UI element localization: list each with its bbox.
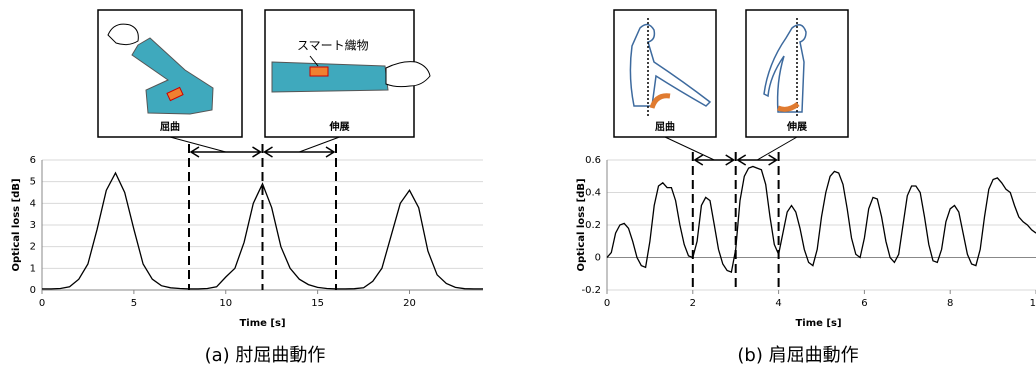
connector [757, 137, 797, 160]
y-tick-label: 0.6 [585, 155, 601, 166]
x-tick-label: 2 [690, 298, 696, 309]
x-tick-label: 10 [219, 298, 232, 309]
inset-label: 伸展 [786, 120, 807, 133]
x-tick-label: 5 [131, 298, 137, 309]
figure: 012345605101520Time [s]Optical loss [dB]… [0, 0, 1036, 378]
inset-illustrations-b [614, 10, 848, 137]
x-tick-label: 10 [1030, 298, 1036, 309]
y-tick-label: 5 [30, 177, 36, 188]
x-tick-label: 0 [604, 298, 610, 309]
x-tick-label: 4 [775, 298, 781, 309]
y-tick-label: 0.2 [585, 220, 601, 231]
inset-annotation: スマート織物 [297, 39, 369, 53]
y-tick-label: 0 [30, 285, 36, 296]
y-tick-label: 1 [30, 263, 36, 274]
y-tick-label: 4 [30, 198, 36, 209]
x-axis-label: Time [s] [795, 318, 841, 329]
y-tick-label: 6 [30, 155, 36, 166]
connector [170, 137, 226, 152]
y-tick-label: 3 [30, 220, 36, 231]
inset-illustrations-a [98, 10, 430, 137]
y-tick-label: 0.4 [585, 188, 601, 199]
caption: (b) 肩屈曲動作 [737, 345, 858, 366]
y-axis-label: Optical loss [dB] [11, 178, 22, 271]
x-axis-label: Time [s] [239, 318, 285, 329]
inset-label: 屈曲 [655, 120, 675, 133]
caption: (a) 肘屈曲動作 [205, 345, 326, 366]
y-tick-label: 2 [30, 242, 36, 253]
x-tick-label: 15 [311, 298, 324, 309]
connector [299, 137, 339, 152]
y-axis-label: Optical loss [dB] [576, 178, 587, 271]
inset-label: 屈曲 [160, 120, 180, 133]
data-line [607, 167, 1036, 273]
y-tick-label: -0.2 [581, 285, 601, 296]
x-tick-label: 20 [403, 298, 416, 309]
x-tick-label: 8 [947, 298, 953, 309]
x-tick-label: 0 [39, 298, 45, 309]
connector [665, 137, 714, 160]
x-tick-label: 6 [861, 298, 867, 309]
inset-label: 伸展 [329, 120, 350, 133]
y-tick-label: 0 [595, 253, 601, 264]
